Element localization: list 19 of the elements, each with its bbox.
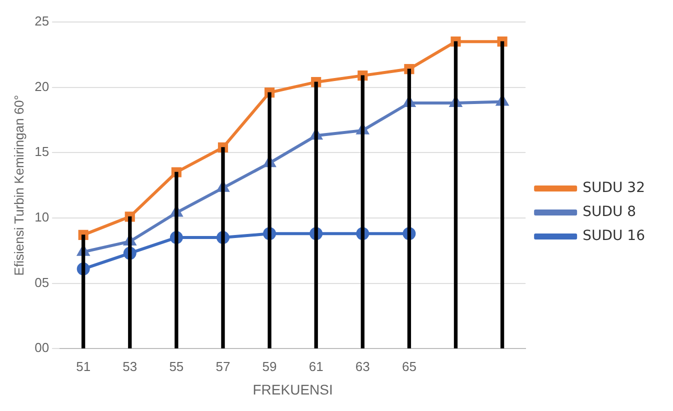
x-tick-label: 59 bbox=[262, 358, 277, 374]
y-tick-label: 00 bbox=[34, 340, 50, 356]
x-tick-label: 55 bbox=[169, 358, 184, 374]
x-tick-label: 63 bbox=[355, 358, 370, 374]
legend-label: SUDU 32 bbox=[582, 180, 646, 196]
x-tick-label: 53 bbox=[122, 358, 138, 374]
y-tick-label: 05 bbox=[34, 274, 50, 290]
y-tick-label: 25 bbox=[34, 14, 50, 29]
y-tick-label: 15 bbox=[34, 144, 50, 160]
x-tick-label: 61 bbox=[308, 358, 324, 374]
x-tick-label: 57 bbox=[216, 358, 230, 374]
y-tick-label: 20 bbox=[34, 78, 50, 94]
y-axis-title: Efisiensi Turbin Kemiringan 60° bbox=[11, 94, 26, 276]
legend-label: SUDU 8 bbox=[582, 204, 636, 220]
y-tick-label: 10 bbox=[34, 210, 50, 225]
legend-label: SUDU 16 bbox=[582, 228, 646, 244]
x-tick-label: 65 bbox=[402, 358, 416, 374]
x-tick-label: 51 bbox=[76, 358, 91, 374]
x-axis-title: FREKUENSI bbox=[252, 381, 333, 398]
